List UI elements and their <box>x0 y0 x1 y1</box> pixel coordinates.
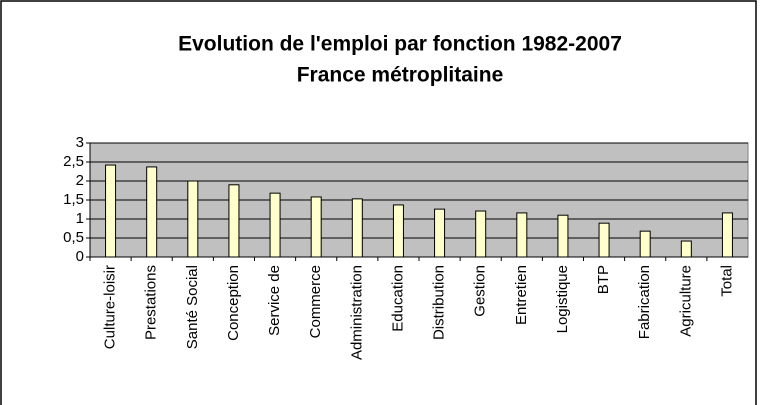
x-tick-label: Logistique <box>554 265 571 333</box>
x-tick-label: Education <box>389 265 406 332</box>
bar <box>516 212 528 258</box>
bar <box>680 240 692 258</box>
bar <box>721 212 733 258</box>
y-tick-label: 3 <box>76 134 84 151</box>
bar <box>557 214 569 258</box>
bar <box>269 192 281 258</box>
bar <box>187 180 199 258</box>
bar <box>392 204 404 258</box>
y-tick-label: 0,5 <box>63 229 84 246</box>
bar <box>310 196 322 258</box>
x-tick-label: BTP <box>595 265 612 294</box>
x-tick-label: Distribution <box>431 265 448 340</box>
x-tick-label: Commerce <box>307 265 324 338</box>
x-tick-label: Culture-loisir <box>102 265 119 349</box>
bar <box>351 198 363 258</box>
y-tick-label: 2 <box>76 172 84 189</box>
x-tick-label: Administration <box>348 265 365 360</box>
x-tick-label: Gestion <box>472 265 489 317</box>
bar <box>434 208 446 258</box>
x-tick-label: Santé Social <box>184 265 201 349</box>
y-tick-label: 0 <box>76 248 84 265</box>
x-tick-label: Fabrication <box>636 265 653 339</box>
x-tick-label: Service de <box>266 265 283 336</box>
x-tick-label: Total <box>718 265 735 297</box>
bar <box>146 166 158 258</box>
y-tick-label: 1 <box>76 210 84 227</box>
y-tick-label: 2,5 <box>63 153 84 170</box>
x-tick-label: Conception <box>225 265 242 341</box>
bar <box>105 164 117 258</box>
bar <box>639 230 651 258</box>
bar <box>228 184 240 258</box>
bar <box>475 210 487 258</box>
x-tick-label: Prestations <box>143 265 160 340</box>
x-tick-label: Entretien <box>513 265 530 325</box>
bar <box>598 222 610 258</box>
chart-subtitle: France métroplitaine <box>297 64 504 87</box>
y-tick-label: 1,5 <box>63 191 84 208</box>
chart-title: Evolution de l'emploi par fonction 1982-… <box>178 33 622 56</box>
x-tick-label: Agriculture <box>677 265 694 337</box>
